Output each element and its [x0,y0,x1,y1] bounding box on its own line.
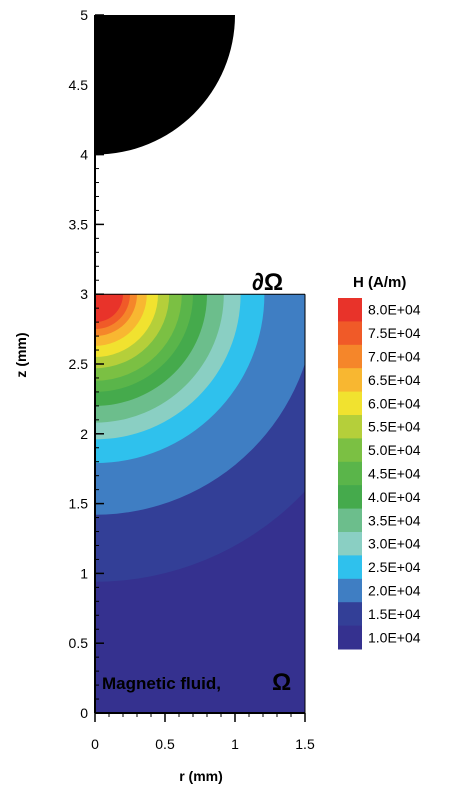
legend-label: 8.0E+04 [368,302,421,318]
legend-label: 2.5E+04 [368,559,421,575]
legend-label: 5.5E+04 [368,419,421,435]
legend-label: 1.5E+04 [368,606,421,622]
boundary-label: ∂Ω [252,269,283,296]
y-axis-title: z (mm) [13,332,29,377]
y-tick-label: 4.5 [69,77,89,93]
x-tick-label: 1.5 [295,736,315,752]
legend-swatch [338,298,362,322]
y-tick-label: 1 [80,565,88,581]
legend-swatch [338,485,362,510]
legend-label: 4.5E+04 [368,466,421,482]
y-tick-label: 1.5 [69,496,89,512]
axes: 0 0.5 1 1.5 2 2.5 3 3.5 4 4.5 5 0 0.5 1 1.5 [69,7,315,752]
x-axis-title: r (mm) [179,768,223,784]
legend-label: 1.0E+04 [368,629,421,645]
legend-swatch [338,555,362,580]
legend-label: 3.0E+04 [368,536,421,552]
contour-band [95,294,123,323]
fluid-label: Magnetic fluid, [102,674,221,693]
y-tick-label: 3 [80,286,88,302]
y-tick-label: 3.5 [69,216,89,232]
legend-label: 4.0E+04 [368,489,421,505]
legend-swatch [338,461,362,486]
omega-label: Ω [272,669,291,696]
legend-swatch [338,368,362,393]
y-tick-label: 2 [80,426,88,442]
legend-swatch [338,625,362,650]
x-tick-label: 0 [91,736,99,752]
y-tick-label: 4 [80,147,88,163]
legend-swatch [338,344,362,369]
y-tick-label: 5 [80,7,88,23]
legend-label: 6.0E+04 [368,395,421,411]
legend-label: 2.0E+04 [368,583,421,599]
legend-swatch [338,321,362,346]
y-tick-label: 0 [80,705,88,721]
legend-swatch [338,578,362,603]
legend-label: 7.0E+04 [368,349,421,365]
contour-bands [95,294,305,713]
x-tick-label: 0.5 [155,736,175,752]
legend-label: 5.0E+04 [368,442,421,458]
legend-swatch [338,602,362,627]
y-tick-label: 0.5 [69,635,89,651]
y-tick-label: 2.5 [69,356,89,372]
legend-label: 7.5E+04 [368,325,421,341]
legend: 8.0E+04 7.5E+04 7.0E+04 6.5E+04 6.0E+04 5.5E+… [338,298,421,650]
legend-swatch [338,438,362,463]
legend-swatch [338,532,362,556]
magnet-shape [95,15,235,155]
legend-label: 6.5E+04 [368,372,421,388]
legend-swatch [338,391,362,416]
x-tick-label: 1 [231,736,239,752]
magnet-region [95,15,235,155]
legend-label: 3.5E+04 [368,512,421,528]
legend-swatch [338,508,362,533]
legend-swatch [338,415,362,439]
legend-title: H (A/m) [353,274,406,291]
